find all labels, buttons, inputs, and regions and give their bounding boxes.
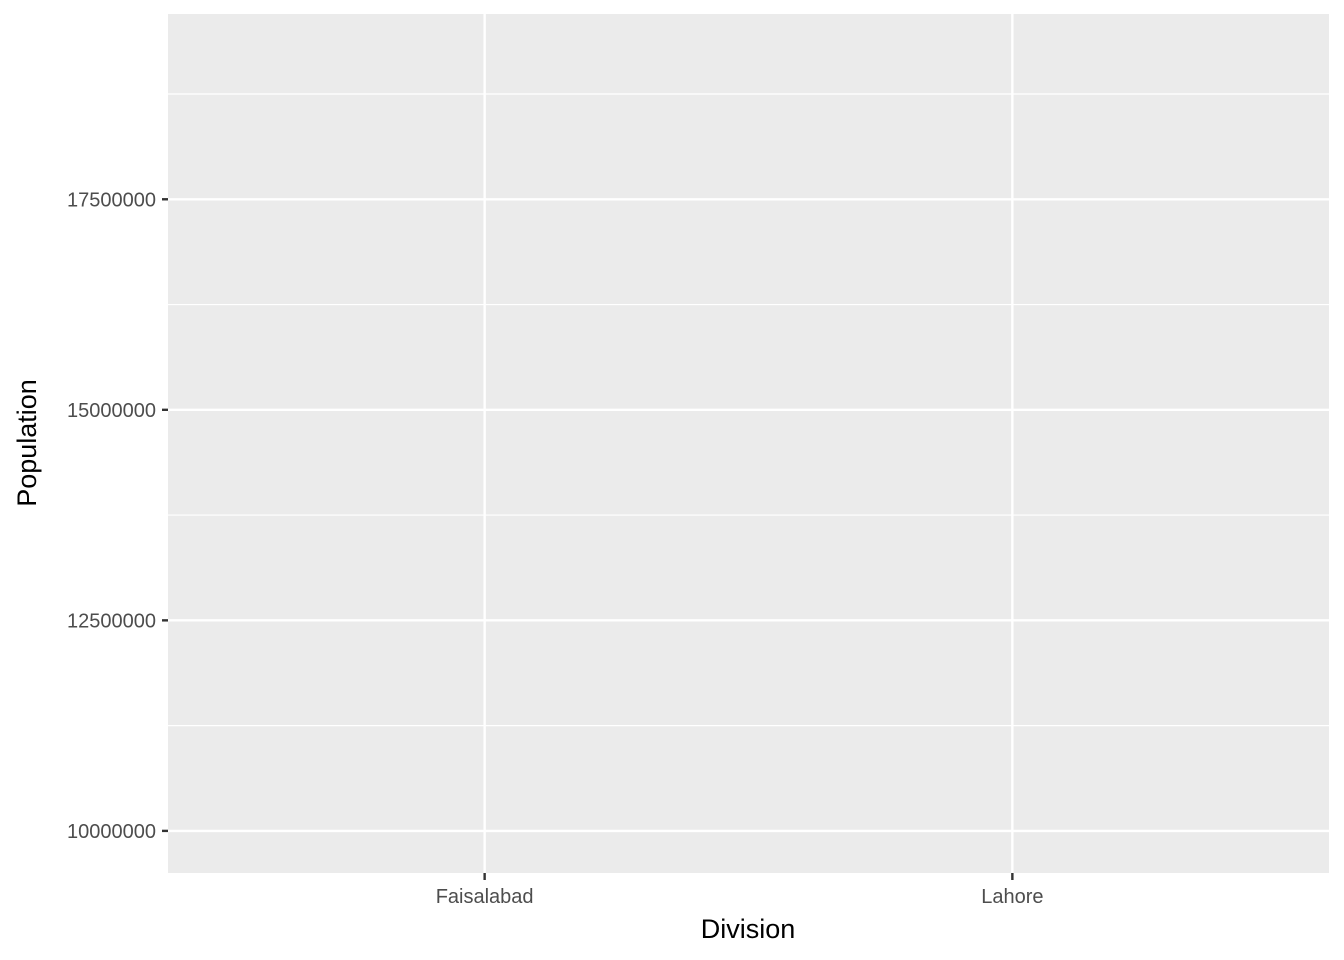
y-axis-title: Population bbox=[12, 379, 42, 507]
x-axis: Faisalabad Lahore bbox=[436, 873, 1044, 908]
y-axis: 10000000 12500000 15000000 17500000 bbox=[67, 189, 168, 843]
x-tick-label: Faisalabad bbox=[436, 886, 534, 908]
y-tick-label: 10000000 bbox=[67, 821, 156, 843]
x-axis-title: Division bbox=[701, 914, 796, 944]
major-gridlines bbox=[168, 14, 1329, 873]
minor-gridlines bbox=[168, 93, 1329, 727]
x-tick-label: Lahore bbox=[981, 886, 1043, 908]
y-tick-label: 17500000 bbox=[67, 189, 156, 211]
y-tick-label: 12500000 bbox=[67, 610, 156, 632]
plot-panel bbox=[168, 14, 1329, 873]
y-tick-label: 15000000 bbox=[67, 400, 156, 422]
